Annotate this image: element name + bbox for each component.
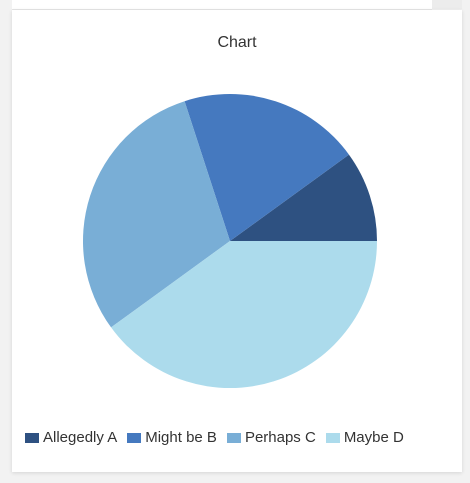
legend-label: Allegedly A [43, 429, 118, 446]
legend-label: Might be B [145, 429, 217, 446]
legend-swatch [226, 432, 241, 443]
legend-label: Maybe D [343, 429, 404, 446]
legend-item[interactable]: Might be B [127, 429, 217, 446]
pie-slice-3[interactable] [82, 101, 230, 328]
chart-card: Chart Allegedly A Might be B Perhaps C Mayb… [12, 10, 462, 472]
chart-title: Chart [217, 34, 257, 51]
legend-item[interactable]: Perhaps C [226, 429, 316, 446]
chart-legend: Allegedly A Might be B Perhaps C Maybe D [25, 429, 404, 446]
pie-chart [82, 93, 377, 389]
pie-slice-1[interactable] [230, 154, 377, 241]
pie-slice-4[interactable] [111, 241, 377, 389]
legend-swatch [127, 432, 142, 443]
top-panel-edge [12, 0, 432, 10]
legend-swatch [25, 432, 39, 443]
top-scrollbar-edge [432, 0, 462, 9]
legend-label: Perhaps C [244, 429, 316, 446]
legend-item[interactable]: Allegedly A [25, 429, 117, 446]
legend-item[interactable]: Maybe D [325, 429, 404, 446]
legend-swatch [325, 432, 340, 443]
pie-slice-2[interactable] [184, 93, 349, 241]
